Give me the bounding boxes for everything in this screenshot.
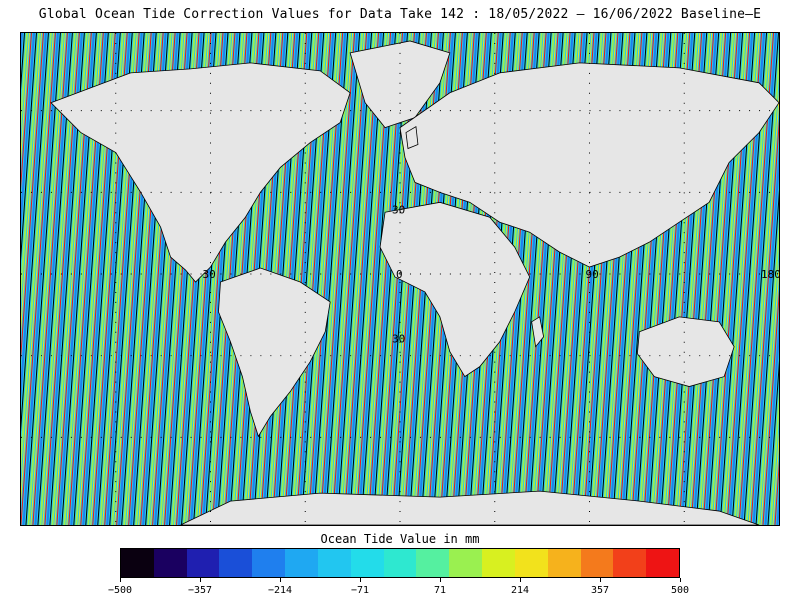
chart-title: Global Ocean Tide Correction Values for … [38, 7, 762, 22]
color-scale-segment [482, 549, 515, 577]
madagascar [531, 316, 545, 348]
grid-label-lon: 30 [203, 268, 216, 281]
color-scale-segment [219, 549, 253, 577]
color-scale-tick [279, 578, 281, 582]
africa [379, 201, 531, 378]
ocean-tide-map: 30 30 0 90 180 30 [20, 32, 780, 526]
color-scale-tick [359, 578, 361, 582]
color-scale-segment [514, 549, 548, 577]
north-america [50, 62, 351, 283]
south-america [218, 267, 331, 438]
land-masses [50, 40, 779, 525]
color-scale-tick-label: −71 [350, 585, 370, 596]
graticule-labels: 30 30 0 90 180 30 [203, 203, 779, 345]
color-scale-ticks: −500 −357 −214 −71 71 214 357 500 [0, 578, 800, 600]
color-scale-tick-label: 71 [433, 585, 447, 596]
legend-title: Ocean Tide Value in mm [320, 532, 480, 546]
color-scale-bar [120, 548, 680, 578]
color-scale-tick [119, 578, 121, 582]
color-scale-segment [646, 549, 680, 577]
greenland [349, 40, 451, 129]
color-scale-segment [121, 549, 154, 577]
color-scale-tick-label: 357 [590, 585, 610, 596]
grid-label-lon: 0 [396, 268, 403, 281]
eurasia [399, 62, 779, 268]
british-isles [405, 125, 419, 150]
color-scale-tick [439, 578, 441, 582]
color-scale-segment [186, 549, 220, 577]
graticule-grid [21, 33, 779, 525]
color-scale-segment [580, 549, 614, 577]
color-scale-tick-label: −500 [107, 585, 133, 596]
color-scale-segment [416, 549, 450, 577]
color-scale-segment [317, 549, 351, 577]
color-scale-tick-label: 500 [670, 585, 690, 596]
color-scale-segment [449, 549, 483, 577]
grid-label-lat: 30 [392, 333, 405, 346]
color-scale-segment [252, 549, 286, 577]
color-scale-tick-label: −357 [187, 585, 213, 596]
color-scale-tick [599, 578, 601, 582]
map-canvas: 30 30 0 90 180 30 [21, 33, 779, 525]
color-scale-tick [519, 578, 521, 582]
antarctica [180, 490, 760, 525]
color-scale-segment [350, 549, 384, 577]
grid-label-lon: 90 [586, 268, 599, 281]
color-scale-segment [547, 549, 581, 577]
grid-label-lat: 30 [392, 203, 405, 216]
color-scale-segment [613, 549, 647, 577]
australia [636, 316, 735, 387]
color-scale-tick-label: 214 [510, 585, 530, 596]
grid-label-lon: 180 [761, 268, 779, 281]
color-scale-tick-label: −214 [267, 585, 293, 596]
color-scale-tick [679, 578, 681, 582]
color-scale-tick [199, 578, 201, 582]
color-scale-segment [153, 549, 187, 577]
color-scale-segment [383, 549, 417, 577]
color-scale-segment [285, 549, 318, 577]
